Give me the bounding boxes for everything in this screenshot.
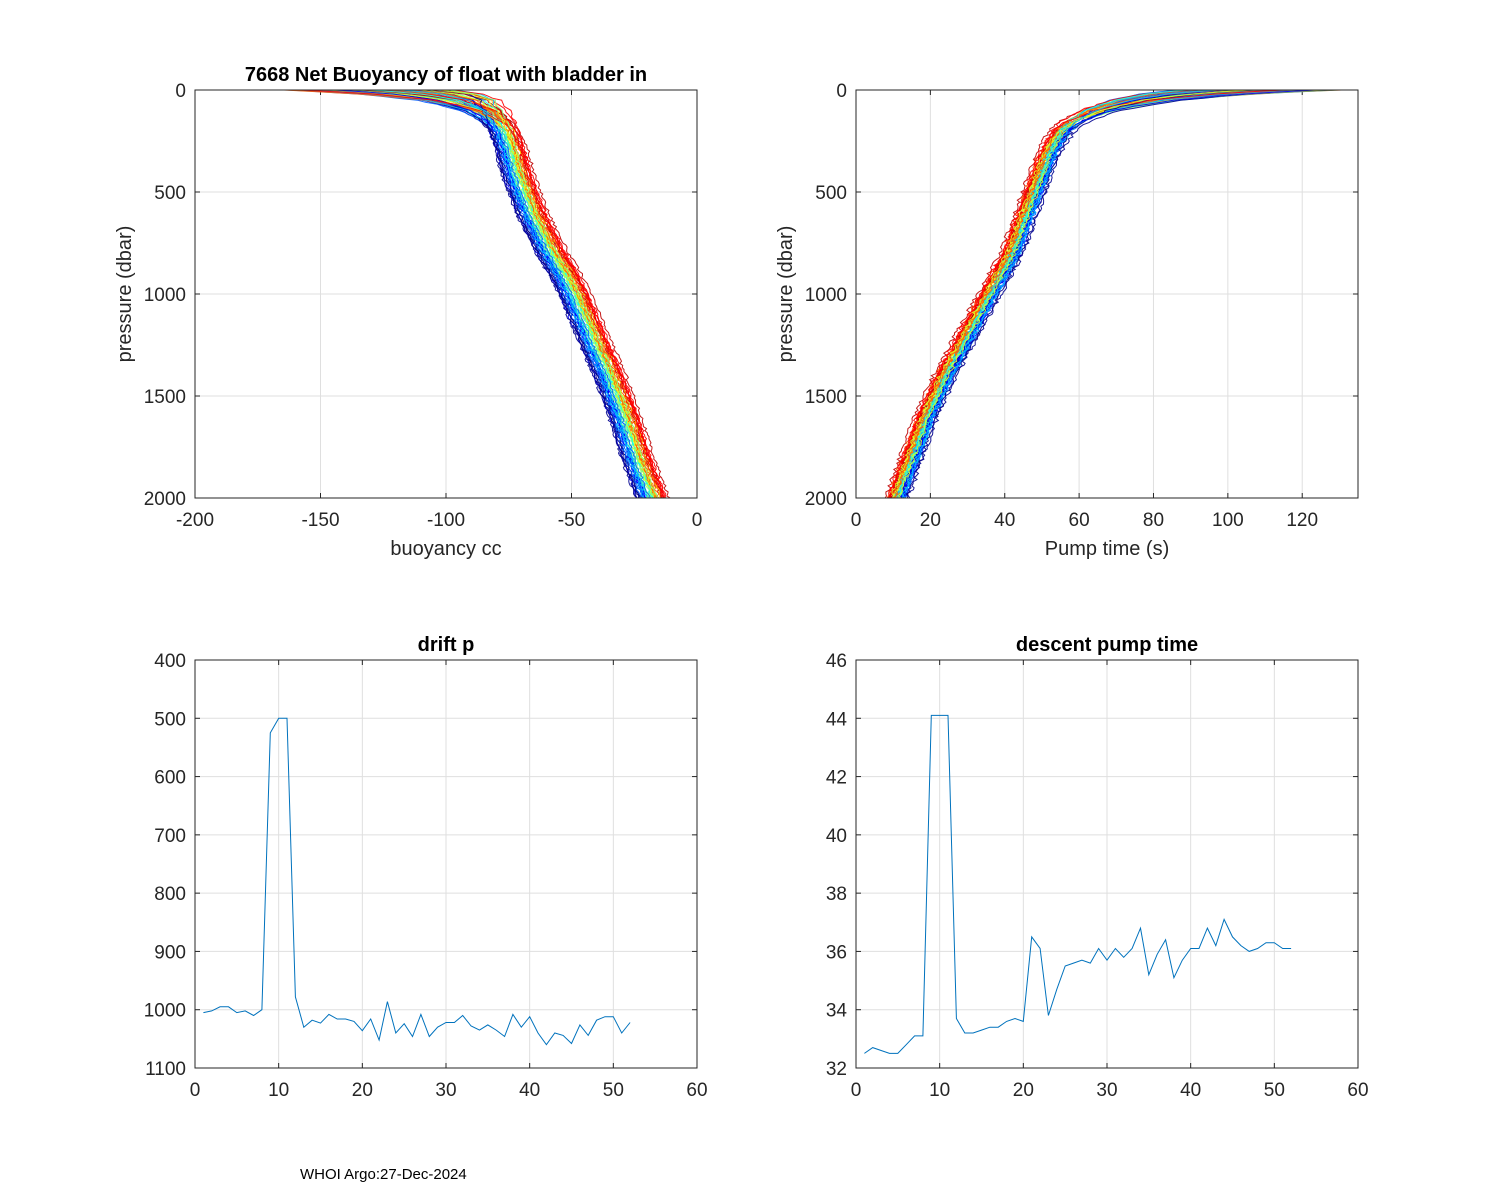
profile-line: [889, 90, 1261, 498]
profile-line: [402, 90, 645, 498]
y-tick-label: 1000: [144, 285, 186, 306]
profile-line: [300, 90, 663, 498]
chart-title: descent pump time: [1016, 634, 1198, 656]
chart-title: drift p: [418, 634, 475, 656]
x-axis-label: buoyancy cc: [390, 538, 501, 560]
profile-lines: [884, 90, 1342, 498]
x-tick-label: 0: [692, 510, 703, 531]
y-tick-label: 0: [836, 81, 847, 102]
profile-line: [420, 90, 641, 498]
series-line: [864, 714, 1292, 1054]
axes-frame: [855, 659, 1359, 1069]
profile-line: [891, 90, 1325, 498]
profile-line: [888, 90, 1284, 498]
x-tick-label: 20: [1013, 1080, 1034, 1101]
profile-line: [906, 90, 1329, 498]
y-axis-label: pressure (dbar): [775, 226, 797, 363]
x-tick-label: 0: [851, 1080, 862, 1101]
x-tick-label: 50: [603, 1080, 624, 1101]
y-tick-label: 38: [826, 884, 847, 905]
profile-line: [897, 90, 1251, 498]
chart-title: 7668 Net Buoyancy of float with bladder …: [245, 64, 647, 86]
profile-line: [350, 90, 671, 498]
y-tick-label: 400: [154, 651, 186, 672]
x-tick-label: 20: [920, 510, 941, 531]
x-tick-label: 30: [1096, 1080, 1117, 1101]
x-tick-label: 60: [1347, 1080, 1368, 1101]
axes-frame: [194, 89, 698, 499]
x-tick-label: 10: [929, 1080, 950, 1101]
x-tick-label: 80: [1143, 510, 1164, 531]
profile-line: [902, 90, 1287, 498]
y-tick-label: 44: [826, 709, 848, 730]
x-tick-label: 0: [190, 1080, 201, 1101]
x-tick-label: 60: [686, 1080, 707, 1101]
x-tick-label: 40: [1180, 1080, 1201, 1101]
y-axis-label: pressure (dbar): [114, 226, 136, 363]
y-tick-label: 32: [826, 1059, 847, 1080]
x-tick-label: 30: [435, 1080, 456, 1101]
x-tick-label: -150: [301, 510, 339, 531]
y-tick-label: 800: [154, 884, 186, 905]
x-tick-label: 40: [994, 510, 1015, 531]
x-tick-label: 100: [1212, 510, 1244, 531]
x-tick-label: 120: [1286, 510, 1318, 531]
x-axis-label: Pump time (s): [1045, 538, 1169, 560]
profile-line: [884, 90, 1215, 498]
profile-line: [892, 90, 1221, 498]
y-tick-label: 500: [154, 709, 186, 730]
x-tick-label: -100: [427, 510, 465, 531]
profile-line: [905, 90, 1254, 498]
profile-line: [441, 90, 655, 498]
descent-pump-time-panel: 0 10 20 30 40 50 60 32 34 36 38 40 42 44 46 descent pum…: [826, 634, 1369, 1101]
y-tick-label: 2000: [805, 489, 847, 510]
buoyancy-profile-panel: -200 -150 -100 -50 0 0 500 1000 1500 2000 7668 Net…: [114, 64, 702, 560]
profile-line: [448, 90, 658, 498]
footer-credit: WHOI Argo:27-Dec-2024: [300, 1166, 467, 1183]
y-tick-label: 500: [815, 183, 847, 204]
y-tick-label: 34: [826, 1001, 848, 1022]
y-tick-label: 500: [154, 183, 186, 204]
y-tick-label: 46: [826, 651, 847, 672]
x-tick-label: 0: [851, 510, 862, 531]
profile-line: [385, 90, 642, 498]
x-tick-label: 50: [1264, 1080, 1285, 1101]
y-tick-label: 0: [175, 81, 186, 102]
y-tick-label: 1100: [145, 1059, 186, 1080]
x-tick-label: -50: [558, 510, 585, 531]
y-tick-label: 1000: [805, 285, 847, 306]
profile-line: [901, 90, 1218, 498]
x-tick-label: 60: [1069, 510, 1090, 531]
y-tick-label: 42: [826, 768, 847, 789]
x-tick-label: 10: [268, 1080, 289, 1101]
y-tick-label: 1500: [805, 387, 847, 408]
x-tick-label: 20: [352, 1080, 373, 1101]
y-tick-label: 700: [154, 826, 186, 847]
profile-lines: [283, 90, 671, 498]
profile-line: [444, 90, 638, 498]
y-tick-label: 2000: [144, 489, 186, 510]
x-tick-label: -200: [176, 510, 214, 531]
y-tick-label: 600: [154, 768, 186, 789]
y-tick-label: 36: [826, 942, 847, 963]
profile-line: [896, 90, 1188, 498]
drift-pressure-panel: 0 10 20 30 40 50 60 400 500 600 700 800 900 1000 1100 d…: [144, 634, 708, 1101]
y-tick-label: 1500: [144, 387, 186, 408]
axes-frame: [855, 89, 1359, 499]
series-line: [203, 717, 631, 1046]
profile-line: [452, 90, 666, 498]
y-tick-label: 900: [154, 942, 186, 963]
x-tick-label: 40: [519, 1080, 540, 1101]
profile-line: [886, 90, 1191, 498]
y-tick-label: 40: [826, 826, 847, 847]
pump-time-profile-panel: 0 20 40 60 80 100 120 0 500 1000 1500 2000 Pump time…: [775, 81, 1359, 560]
profile-line: [392, 90, 661, 498]
profile-line: [378, 90, 648, 498]
profile-line: [435, 90, 665, 498]
axes-frame: [194, 659, 698, 1069]
y-tick-label: 1000: [144, 1001, 186, 1022]
